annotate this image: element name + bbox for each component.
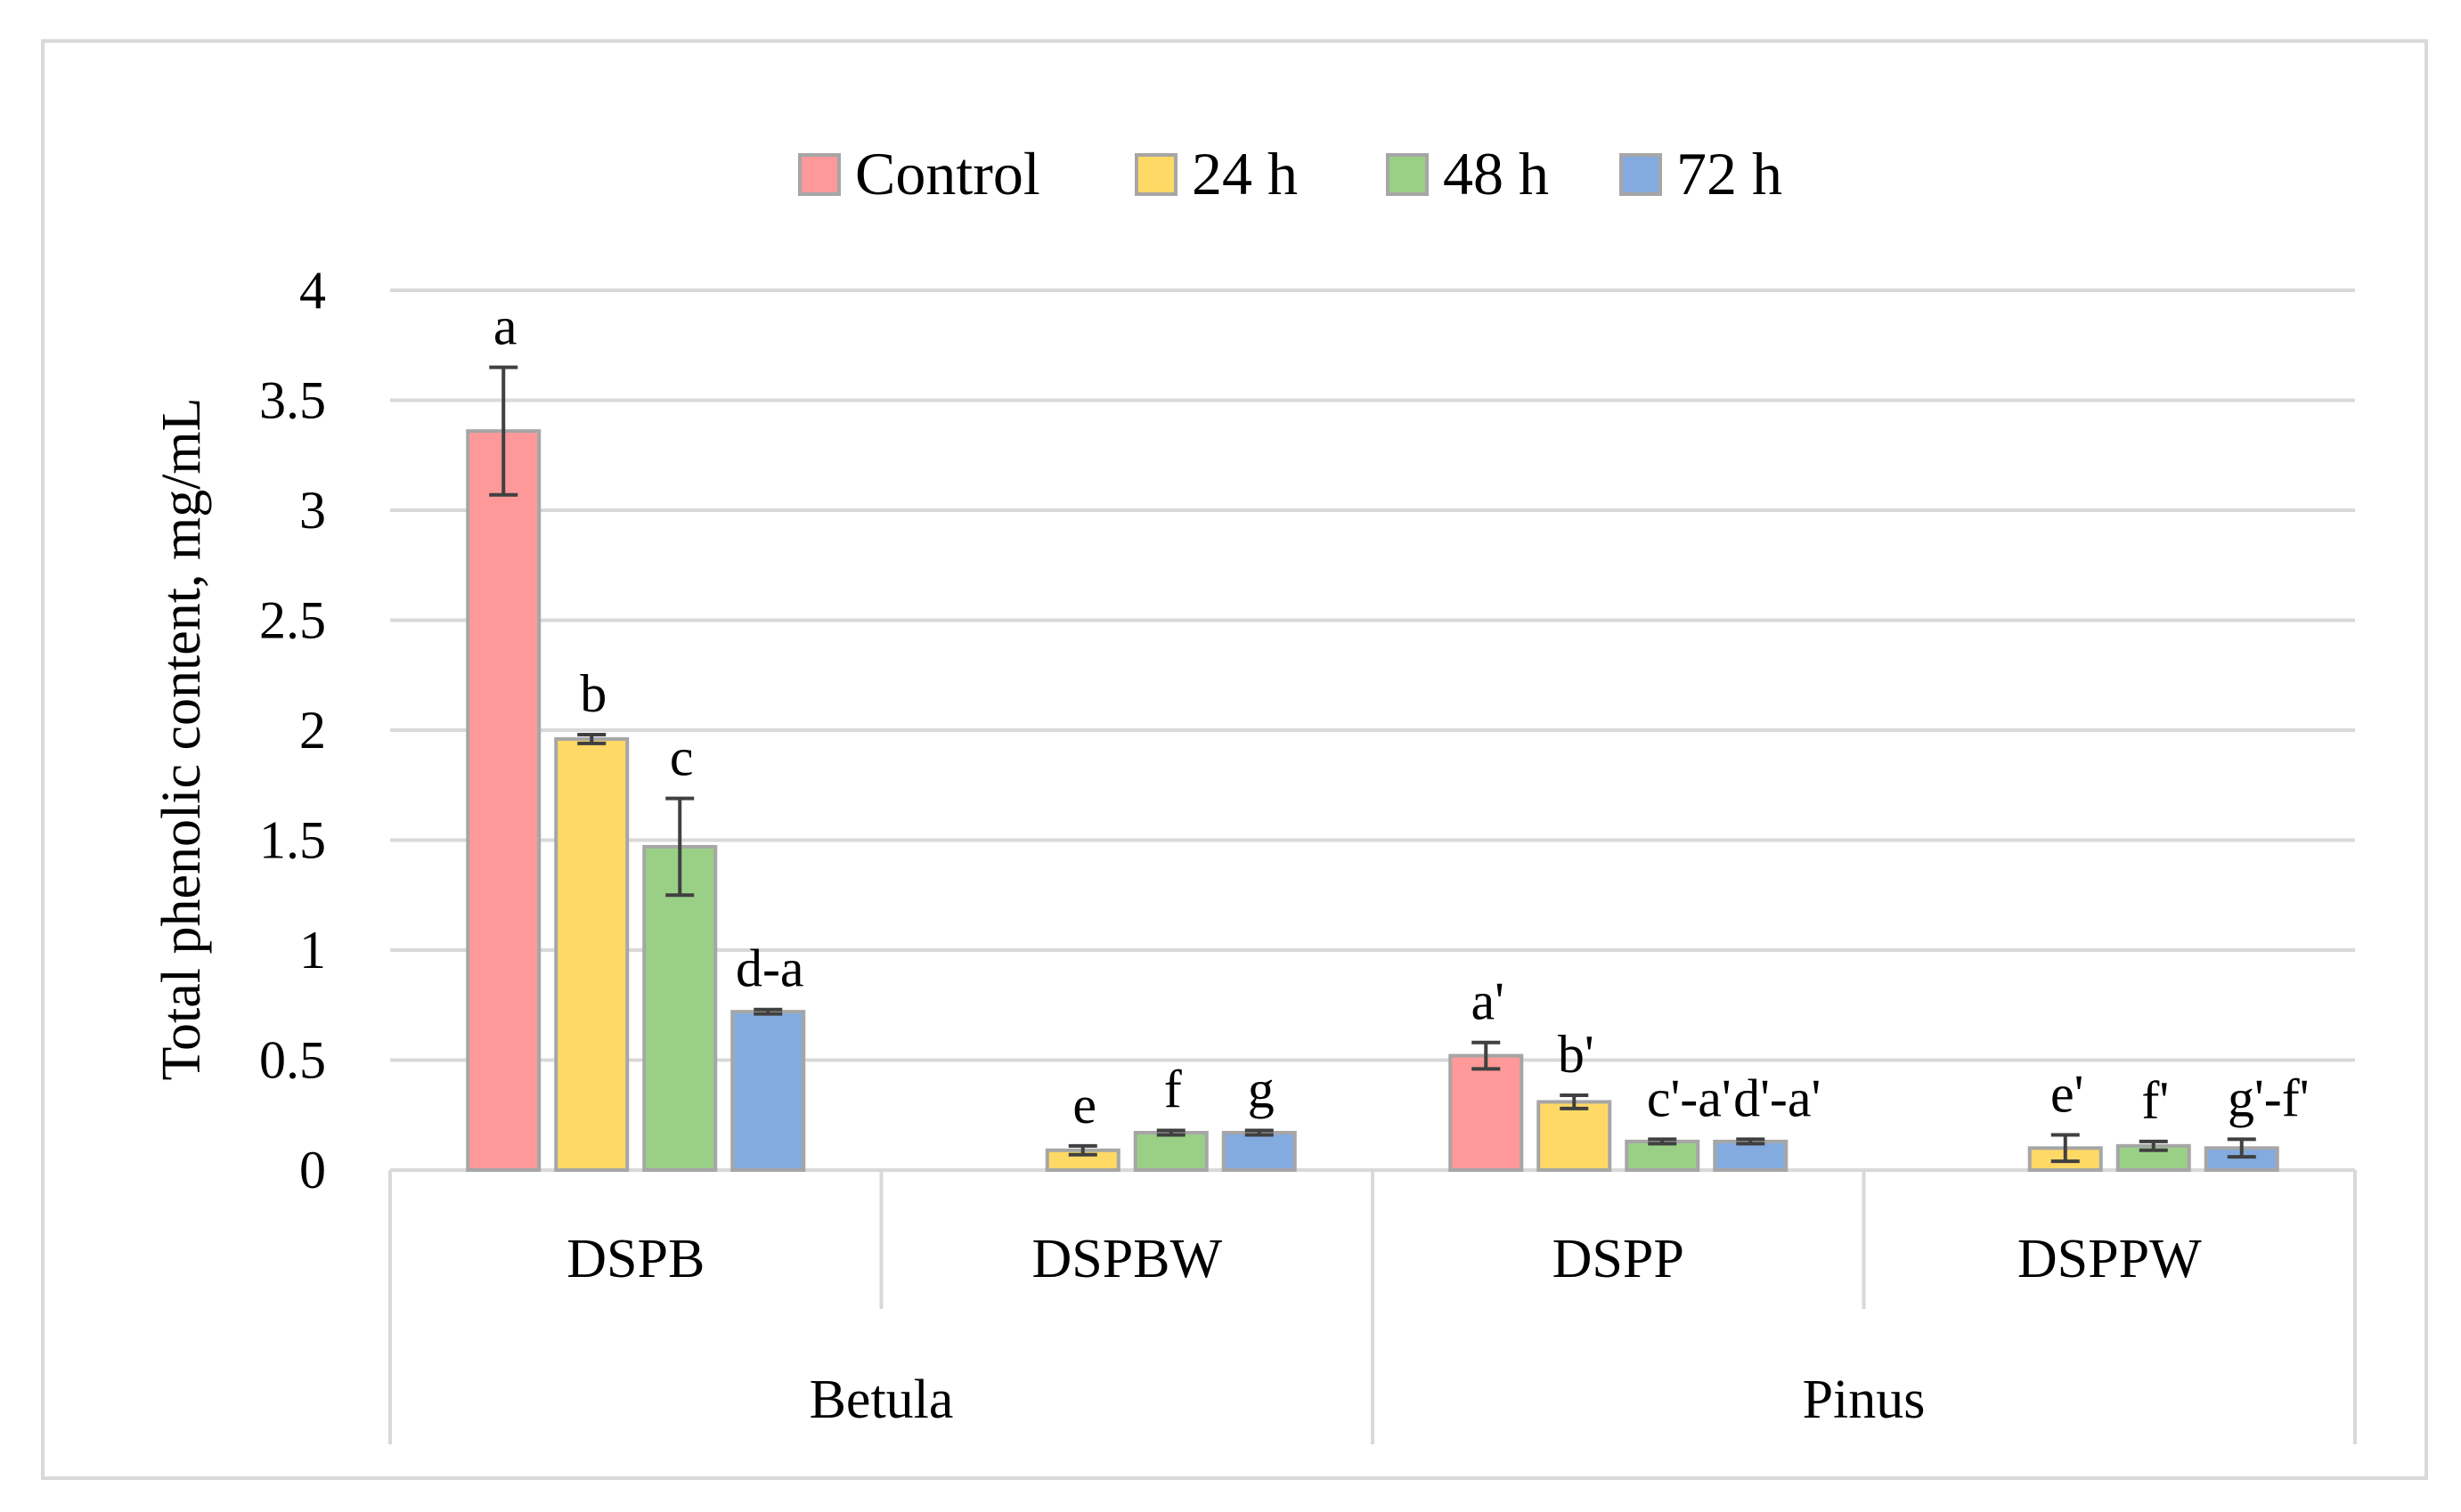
bar <box>1133 1131 1209 1173</box>
data-label: c <box>670 728 694 787</box>
y-tick-label: 1 <box>299 921 326 980</box>
bar <box>1448 1053 1524 1173</box>
legend-label: 72 h <box>1676 140 1782 207</box>
y-axis-title: Total phenolic content, mg/mL <box>151 397 212 1080</box>
x-tick-label: DSPPW <box>2017 1229 2202 1289</box>
data-label: a <box>493 297 517 355</box>
legend-label: 48 h <box>1443 140 1549 207</box>
legend-swatch <box>1619 153 1662 196</box>
data-label: f <box>1164 1061 1182 1119</box>
bar <box>1713 1139 1789 1173</box>
y-tick-label: 2 <box>299 701 326 760</box>
legend-swatch <box>798 153 841 196</box>
y-tick-label: 0.5 <box>259 1031 326 1090</box>
y-tick-label: 3.5 <box>259 371 326 430</box>
legend-label: Control <box>855 140 1040 207</box>
legend-label: 24 h <box>1192 140 1298 207</box>
data-label: c'-a' <box>1647 1069 1732 1127</box>
bar <box>466 429 542 1172</box>
x-group-label: Betula <box>810 1370 954 1430</box>
bar <box>1625 1139 1700 1173</box>
y-tick-label: 2.5 <box>259 591 326 650</box>
x-tick-label: DSPBW <box>1031 1229 1222 1289</box>
data-label: e' <box>2050 1064 2083 1123</box>
y-tick-label: 1.5 <box>259 811 326 870</box>
legend-swatch <box>1135 153 1178 196</box>
data-label: g <box>1248 1061 1275 1119</box>
y-tick-label: 0 <box>299 1141 326 1199</box>
x-tick-label: DSPB <box>566 1229 705 1289</box>
bar <box>1221 1131 1297 1173</box>
bar <box>730 1010 806 1173</box>
data-label: a' <box>1471 972 1504 1031</box>
data-label: f' <box>2141 1071 2169 1130</box>
bar <box>642 844 718 1172</box>
data-label: d'-a' <box>1733 1069 1821 1127</box>
chart-frame <box>41 39 2428 1480</box>
data-label: e <box>1072 1076 1096 1134</box>
data-label: b <box>580 664 607 723</box>
legend-swatch <box>1386 153 1429 196</box>
bar <box>1536 1100 1612 1173</box>
data-label: g'-f' <box>2228 1069 2310 1127</box>
data-label: b' <box>1558 1025 1594 1084</box>
bar <box>554 736 630 1172</box>
y-tick-label: 4 <box>299 261 326 320</box>
x-group-label: Pinus <box>1803 1370 1926 1430</box>
y-tick-label: 3 <box>299 481 326 540</box>
x-tick-label: DSPP <box>1552 1229 1684 1289</box>
data-label: d-a <box>736 939 804 998</box>
